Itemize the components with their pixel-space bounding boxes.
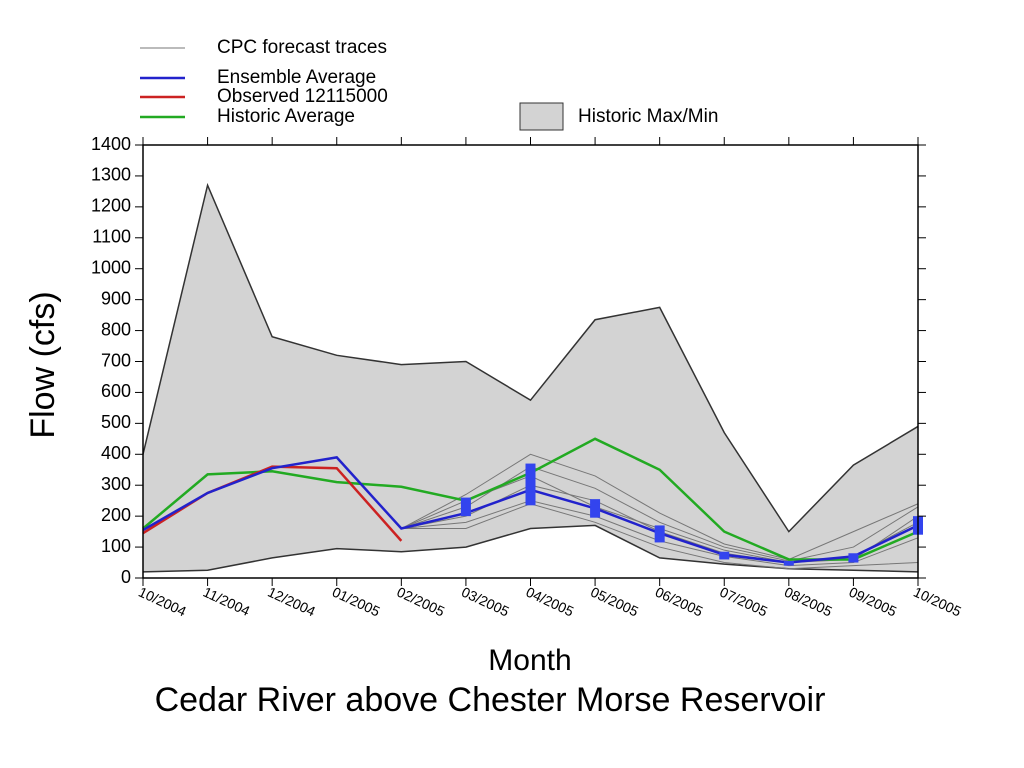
- caption: Cedar River above Chester Morse Reservoi…: [155, 681, 826, 719]
- y-tick-label: 1300: [91, 165, 131, 185]
- ensemble-box: [719, 551, 730, 560]
- ensemble-box: [783, 560, 794, 566]
- x-tick-label: 04/2005: [524, 584, 577, 620]
- forecast-trace: [401, 503, 919, 570]
- y-tick-label: 700: [101, 350, 131, 370]
- x-tick-label: 07/2005: [717, 584, 770, 620]
- x-tick-label: 02/2005: [395, 584, 448, 620]
- legend-label: CPC forecast traces: [217, 37, 387, 58]
- x-tick-label: 12/2004: [265, 584, 318, 620]
- y-tick-label: 1200: [91, 196, 131, 216]
- legend-label: Historic Average: [217, 106, 355, 127]
- x-tick-label: 01/2005: [330, 584, 383, 620]
- y-tick-label: 100: [101, 536, 131, 556]
- ensemble-box: [460, 497, 471, 517]
- x-tick-label: 03/2005: [459, 584, 512, 620]
- y-axis-title: Flow (cfs): [24, 291, 62, 438]
- y-tick-label: 900: [101, 288, 131, 308]
- legend-label: Historic Max/Min: [578, 106, 718, 127]
- x-tick-label: 10/2004: [136, 584, 189, 620]
- ensemble-box: [590, 499, 601, 518]
- historic-band: [143, 185, 918, 572]
- x-axis-title: Month: [488, 644, 571, 677]
- x-tick-label: 05/2005: [588, 584, 641, 620]
- y-tick-label: 0: [121, 567, 131, 587]
- legend-swatch: [519, 102, 564, 131]
- y-tick-label: 600: [101, 381, 131, 401]
- y-tick-label: 300: [101, 474, 131, 494]
- forecast-trace: [401, 466, 919, 562]
- x-tick-label: 06/2005: [653, 584, 706, 620]
- y-tick-label: 400: [101, 443, 131, 463]
- y-tick-label: 500: [101, 412, 131, 432]
- x-tick-label: 10/2005: [911, 584, 964, 620]
- x-tick-label: 11/2004: [201, 584, 253, 620]
- y-tick-label: 1400: [91, 134, 131, 154]
- y-tick-label: 1000: [91, 257, 131, 277]
- y-tick-label: 200: [101, 505, 131, 525]
- x-tick-label: 09/2005: [847, 584, 900, 620]
- legend-label: Observed 12115000: [217, 86, 388, 107]
- y-tick-label: 1100: [92, 227, 131, 247]
- ensemble-box: [525, 463, 536, 506]
- ensemble-box: [848, 553, 859, 563]
- x-tick-label: 08/2005: [782, 584, 835, 620]
- historic-max-line: [142, 182, 919, 533]
- y-tick-label: 800: [101, 319, 131, 339]
- ensemble-box: [654, 525, 665, 543]
- legend-label: Ensemble Average: [217, 67, 376, 88]
- forecast-trace: [401, 453, 919, 560]
